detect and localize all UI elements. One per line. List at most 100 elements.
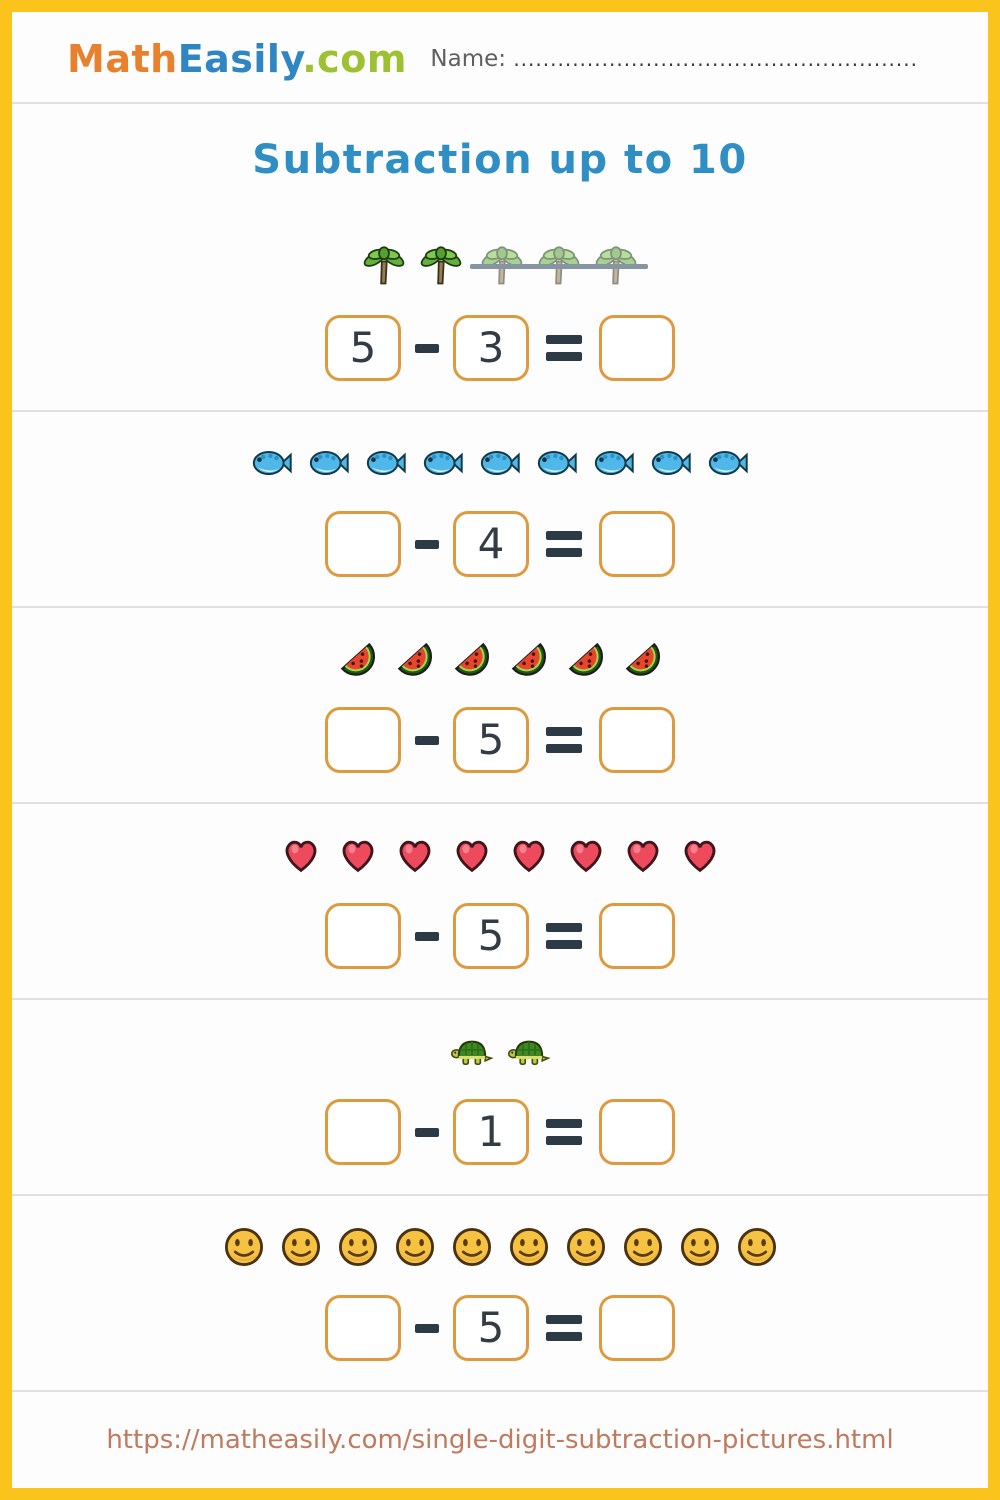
page-title: Subtraction up to 10 <box>252 137 748 183</box>
equals-operator <box>546 1119 582 1145</box>
icon-row <box>336 637 665 681</box>
problems: 5 3 4 5 5 <box>12 216 988 1392</box>
smiley-icon <box>507 1225 551 1269</box>
minuend-box: 5 <box>325 315 401 381</box>
fish-icon <box>592 441 636 485</box>
icon-row <box>279 833 722 877</box>
logo-com: .com <box>302 37 407 81</box>
turtle-icon <box>450 1029 494 1073</box>
answer-box[interactable] <box>599 1295 675 1361</box>
equals-operator <box>546 727 582 753</box>
minus-operator <box>415 343 439 353</box>
smiley-icon <box>393 1225 437 1269</box>
subtrahend-value: 1 <box>477 1107 505 1156</box>
title-block: Subtraction up to 10 <box>12 104 988 216</box>
fish-icon <box>364 441 408 485</box>
fish-icon <box>307 441 351 485</box>
subtrahend-box: 4 <box>453 511 529 577</box>
equals-operator <box>546 923 582 949</box>
smiley-icon <box>678 1225 722 1269</box>
palm-tree-icon <box>362 245 406 289</box>
palm-tree-icon <box>480 245 524 289</box>
name-line: Name: ..................................… <box>430 46 918 72</box>
minus-operator <box>415 1323 439 1333</box>
logo-easily: Easily <box>177 37 303 81</box>
icon-row <box>362 245 648 289</box>
subtrahend-value: 5 <box>477 911 505 960</box>
minuend-value: 5 <box>349 323 377 372</box>
icon-row <box>222 1225 779 1269</box>
fish-icon <box>535 441 579 485</box>
equation: 5 <box>325 707 675 773</box>
icon-row <box>450 1029 551 1073</box>
fish-icon <box>421 441 465 485</box>
smiley-icon <box>621 1225 665 1269</box>
smiley-icon <box>336 1225 380 1269</box>
minuend-box[interactable] <box>325 1295 401 1361</box>
logo-math: Math <box>67 37 178 81</box>
problem-row: 5 <box>12 1196 988 1392</box>
fish-icon <box>478 441 522 485</box>
equals-operator <box>546 1315 582 1341</box>
subtrahend-value: 3 <box>477 323 505 372</box>
answer-box[interactable] <box>599 511 675 577</box>
answer-box[interactable] <box>599 707 675 773</box>
footer-url-link[interactable]: https://matheasily.com/single-digit-subt… <box>106 1425 894 1455</box>
equals-operator <box>546 335 582 361</box>
footer: https://matheasily.com/single-digit-subt… <box>12 1392 988 1488</box>
equals-operator <box>546 531 582 557</box>
answer-box[interactable] <box>599 315 675 381</box>
minuend-box[interactable] <box>325 511 401 577</box>
smiley-icon <box>564 1225 608 1269</box>
subtrahend-box: 5 <box>453 1295 529 1361</box>
minuend-box[interactable] <box>325 1099 401 1165</box>
subtrahend-value: 4 <box>477 519 505 568</box>
smiley-icon <box>735 1225 779 1269</box>
header: MathEasily.com Name: ...................… <box>12 12 988 104</box>
problem-row: 5 <box>12 804 988 1000</box>
minuend-box[interactable] <box>325 903 401 969</box>
problem-row: 5 <box>12 608 988 804</box>
subtrahend-value: 5 <box>477 715 505 764</box>
equation: 5 3 <box>325 315 675 381</box>
smiley-icon <box>279 1225 323 1269</box>
watermelon-icon <box>450 637 494 681</box>
heart-icon <box>564 833 608 877</box>
struck-icons-group <box>470 245 648 289</box>
heart-icon <box>621 833 665 877</box>
fish-icon <box>250 441 294 485</box>
watermelon-icon <box>393 637 437 681</box>
answer-box[interactable] <box>599 1099 675 1165</box>
fish-icon <box>649 441 693 485</box>
subtrahend-box: 1 <box>453 1099 529 1165</box>
minus-operator <box>415 1127 439 1137</box>
name-dotted-line: ........................................… <box>513 47 918 71</box>
watermelon-icon <box>336 637 380 681</box>
equation: 1 <box>325 1099 675 1165</box>
smiley-icon <box>222 1225 266 1269</box>
heart-icon <box>450 833 494 877</box>
fish-icon <box>706 441 750 485</box>
watermelon-icon <box>507 637 551 681</box>
problem-row: 1 <box>12 1000 988 1196</box>
palm-tree-icon <box>537 245 581 289</box>
minus-operator <box>415 735 439 745</box>
smiley-icon <box>450 1225 494 1269</box>
problem-row: 5 3 <box>12 216 988 412</box>
answer-box[interactable] <box>599 903 675 969</box>
heart-icon <box>393 833 437 877</box>
equation: 4 <box>325 511 675 577</box>
site-logo[interactable]: MathEasily.com <box>67 37 407 81</box>
minuend-box[interactable] <box>325 707 401 773</box>
watermelon-icon <box>621 637 665 681</box>
heart-icon <box>678 833 722 877</box>
turtle-icon <box>507 1029 551 1073</box>
problem-row: 4 <box>12 412 988 608</box>
subtrahend-box: 5 <box>453 707 529 773</box>
heart-icon <box>336 833 380 877</box>
equation: 5 <box>325 903 675 969</box>
heart-icon <box>279 833 323 877</box>
palm-tree-icon <box>594 245 638 289</box>
watermelon-icon <box>564 637 608 681</box>
